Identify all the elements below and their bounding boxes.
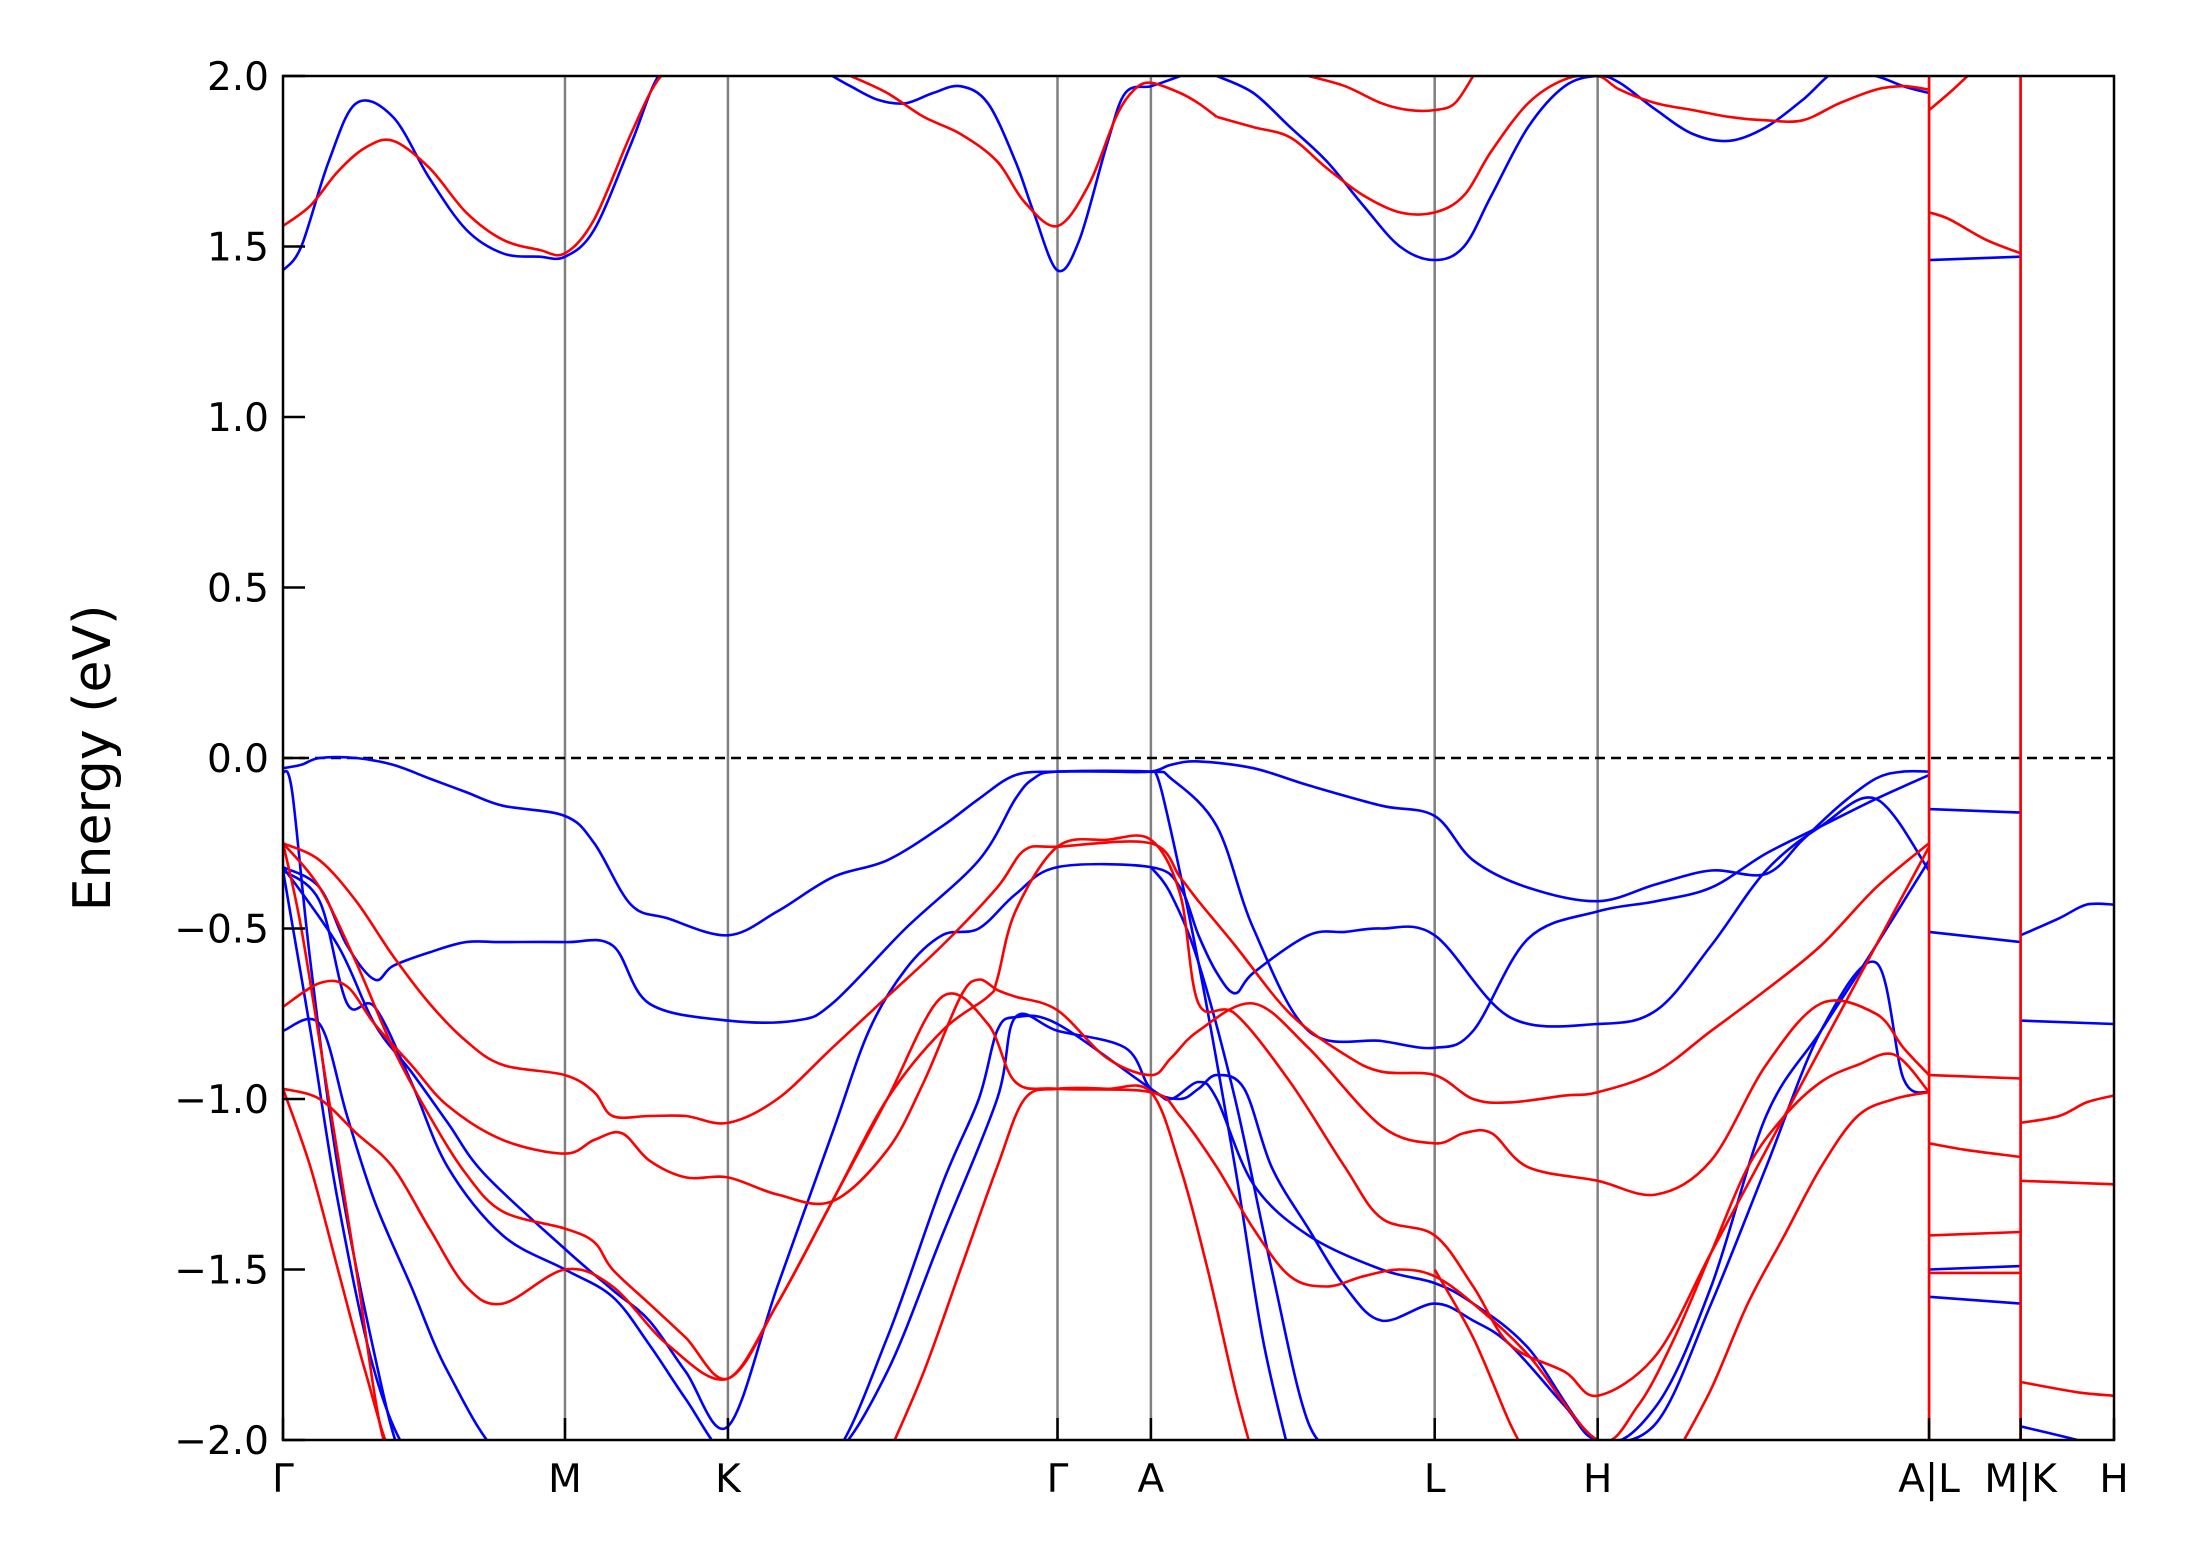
band-line-blue <box>1149 866 1320 1440</box>
band-line-blue <box>283 769 1930 1050</box>
band-line-blue <box>2020 1019 2114 1026</box>
band-line-red <box>283 1088 387 1440</box>
y-tick-label: 2.0 <box>207 55 269 100</box>
band-line-red <box>1929 1073 2021 1080</box>
band-line-blue <box>2020 1425 2083 1440</box>
y-tick-label: 0.5 <box>207 567 269 612</box>
band-line-red <box>1928 76 1969 112</box>
x-tick-label: Γ <box>1047 1457 1069 1502</box>
x-tick-label: K <box>715 1457 742 1502</box>
band-line-blue <box>283 769 397 1440</box>
band-line-red <box>283 992 1931 1440</box>
x-tick-label: H <box>2099 1457 2128 1502</box>
band-line-red <box>283 840 1930 1125</box>
x-tick-label: A|L <box>1898 1457 1960 1502</box>
band-line-blue <box>283 796 1931 1431</box>
band-line-blue <box>1929 255 2021 262</box>
band-line-red <box>1433 1268 1520 1440</box>
band-line-blue <box>1929 807 2021 814</box>
band-line-red <box>283 834 1931 1398</box>
x-tick-label: A <box>1138 1457 1165 1502</box>
band-line-blue <box>1929 1264 2021 1271</box>
y-axis-label: Energy (eV) <box>63 605 123 912</box>
x-tick-label: M|K <box>1984 1457 2058 1502</box>
band-line-blue <box>283 870 402 1440</box>
band-line-blue <box>283 859 1931 1440</box>
y-tick-label: −1.0 <box>174 1078 269 1123</box>
band-line-red <box>893 1084 1251 1440</box>
y-tick-label: −1.5 <box>174 1249 269 1294</box>
band-line-red <box>2020 1179 2114 1186</box>
band-line-red <box>2020 1380 2114 1397</box>
y-tick-label: −2.0 <box>174 1419 269 1464</box>
x-axis-ticks: Γ M K Γ A L H A|L M|K H <box>272 1418 2129 1502</box>
band-line-red <box>283 978 1931 1206</box>
band-line-blue <box>1929 1295 2021 1305</box>
band-line-red <box>1216 76 1930 216</box>
band-line-red <box>1929 1230 2021 1237</box>
x-tick-label: L <box>1424 1457 1446 1502</box>
band-line-red <box>2020 1094 2114 1125</box>
y-tick-label: 0.0 <box>207 737 269 782</box>
y-tick-label: 1.0 <box>207 396 269 441</box>
band-line-red <box>1308 76 1475 113</box>
band-line-red <box>1682 1090 1930 1440</box>
band-line-blue <box>1928 930 2021 944</box>
y-axis-ticks: −2.0 −1.5 −1.0 −0.5 0.0 0.5 1.0 1.5 2.0 <box>174 55 305 1464</box>
y-tick-label: −0.5 <box>174 908 269 953</box>
x-tick-label: H <box>1583 1457 1612 1502</box>
x-tick-label: M <box>548 1457 582 1502</box>
band-line-red <box>283 76 663 257</box>
band-line-blue <box>2020 902 2114 937</box>
x-tick-label: Γ <box>272 1457 294 1502</box>
band-line-blue <box>1149 769 1288 1440</box>
y-tick-label: 1.5 <box>207 226 269 271</box>
band-line-red <box>850 76 1218 228</box>
band-line-red <box>1928 211 2022 255</box>
band-line-blue <box>283 76 661 272</box>
band-line-red <box>1928 1142 2021 1159</box>
